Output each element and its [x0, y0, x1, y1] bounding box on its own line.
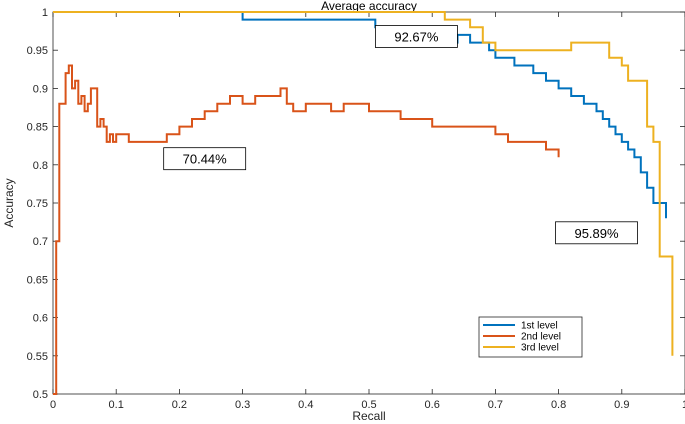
annotation-box [163, 147, 247, 171]
x-tick-label: 0.4 [298, 399, 313, 411]
x-tick-label: 0.9 [614, 399, 629, 411]
chart-title: Average accuracy [321, 0, 417, 13]
y-tick-label: 0.8 [33, 160, 48, 172]
x-tick-label: 0.3 [235, 399, 250, 411]
y-tick-label: 0.6 [33, 313, 48, 325]
y-tick-label: 0.85 [27, 122, 48, 134]
x-tick-label: 0.1 [109, 399, 124, 411]
series-line-2 [53, 64, 560, 395]
legend-label: 1st level [521, 321, 558, 332]
y-tick-label: 0.9 [33, 83, 48, 95]
y-tick-label: 0.5 [33, 389, 48, 401]
annotation-label: 95.89% [574, 226, 619, 241]
x-axis-label: Recall [352, 409, 385, 423]
series-line-3 [53, 11, 674, 356]
annotations: 92.67% 70.44% 95.89% [163, 25, 638, 245]
x-tick-label: 0.6 [425, 399, 440, 411]
legend-label: 2nd level [521, 332, 561, 343]
x-tick-label: 0.7 [488, 399, 503, 411]
annotation-label: 92.67% [394, 29, 439, 44]
legend-label: 3rd level [521, 343, 559, 354]
y-tick-label: 1 [42, 7, 48, 19]
y-tick-label: 0.75 [27, 198, 48, 210]
x-tick-label: 0.5 [361, 399, 376, 411]
y-axis-label: Accuracy [2, 178, 16, 227]
y-tick-label: 0.95 [27, 45, 48, 57]
x-tick-label: 0.2 [172, 399, 187, 411]
annotation-box [374, 25, 458, 48]
x-tick-label: 0.8 [551, 399, 566, 411]
y-tick-label: 0.65 [27, 274, 48, 286]
x-tick-label: 1 [682, 399, 685, 411]
x-tick-label: 0 [50, 399, 56, 411]
x-axis: 0 0.1 0.2 0.3 0.4 0.5 0.6 0.7 0.8 0.9 1 [50, 12, 685, 411]
plot-area [52, 11, 685, 395]
annotation-box [555, 221, 638, 245]
annotation-label: 70.44% [183, 152, 228, 167]
y-tick-label: 0.7 [33, 236, 48, 248]
y-tick-label: 0.55 [27, 351, 48, 363]
